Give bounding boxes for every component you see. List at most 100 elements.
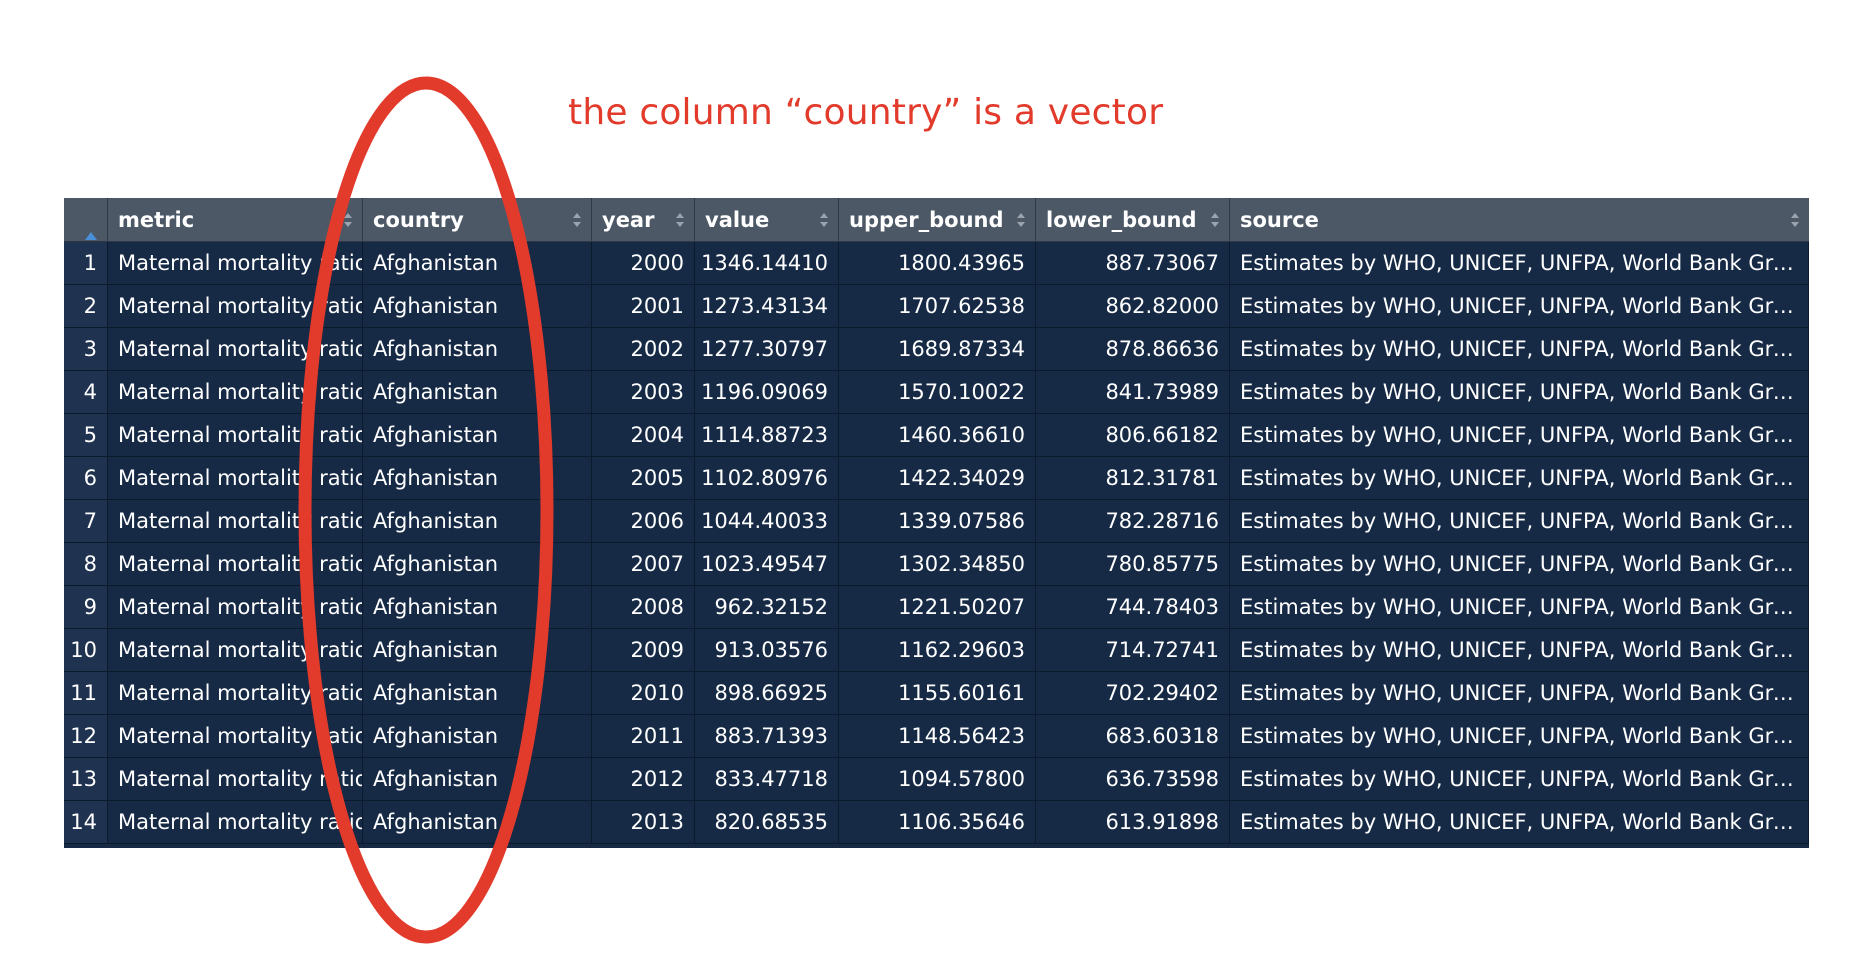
cell-source: Estimates by WHO, UNICEF, UNFPA, World B… (1230, 586, 1809, 628)
table-row[interactable]: 4 Maternal mortality ratio Afghanistan 2003… (64, 371, 1809, 414)
cell-value: 1346.14410 (695, 242, 839, 284)
cell-source: Estimates by WHO, UNICEF, UNFPA, World B… (1230, 242, 1809, 284)
column-header-label: upper_bound (849, 208, 1004, 232)
cell-upper-bound: 1800.43965 (839, 242, 1036, 284)
row-number-cell: 1 (64, 242, 108, 284)
cell-country: Afghanistan (363, 586, 592, 628)
sort-both-icon[interactable] (1016, 210, 1026, 230)
column-header-value[interactable]: value (695, 198, 839, 242)
column-header-metric[interactable]: metric (108, 198, 363, 242)
cell-country: Afghanistan (363, 457, 592, 499)
row-number-cell: 10 (64, 629, 108, 671)
cell-value: 1102.80976 (695, 457, 839, 499)
cell-year: 2004 (592, 414, 695, 456)
row-number-header[interactable] (64, 198, 108, 242)
cell-upper-bound: 1094.57800 (839, 758, 1036, 800)
column-header-label: metric (118, 208, 195, 232)
cell-value: 883.71393 (695, 715, 839, 757)
column-header-source[interactable]: source (1230, 198, 1809, 242)
cell-value: 962.32152 (695, 586, 839, 628)
cell-metric: Maternal mortality ratio (108, 672, 363, 714)
cell-lower-bound: 812.31781 (1036, 457, 1230, 499)
table-row[interactable]: 1 Maternal mortality ratio Afghanistan 2000… (64, 242, 1809, 285)
column-header-label: year (602, 208, 655, 232)
cell-upper-bound: 1339.07586 (839, 500, 1036, 542)
cell-source: Estimates by WHO, UNICEF, UNFPA, World B… (1230, 543, 1809, 585)
column-header-country[interactable]: country (363, 198, 592, 242)
cell-metric: Maternal mortality ratio (108, 328, 363, 370)
cell-country: Afghanistan (363, 715, 592, 757)
cell-country: Afghanistan (363, 328, 592, 370)
cell-lower-bound: 636.73598 (1036, 758, 1230, 800)
cell-source: Estimates by WHO, UNICEF, UNFPA, World B… (1230, 371, 1809, 413)
table-row[interactable]: 13 Maternal mortality ratio Afghanistan 201… (64, 758, 1809, 801)
table-row[interactable]: 6 Maternal mortality ratio Afghanistan 2005… (64, 457, 1809, 500)
cell-metric: Maternal mortality ratio (108, 801, 363, 843)
table-row[interactable]: 9 Maternal mortality ratio Afghanistan 2008… (64, 586, 1809, 629)
cell-metric: Maternal mortality ratio (108, 242, 363, 284)
cell-country: Afghanistan (363, 758, 592, 800)
table-row[interactable]: 2 Maternal mortality ratio Afghanistan 2001… (64, 285, 1809, 328)
cell-country: Afghanistan (363, 242, 592, 284)
cell-metric: Maternal mortality ratio (108, 629, 363, 671)
row-number-cell: 9 (64, 586, 108, 628)
sort-ascending-icon (84, 212, 98, 240)
cell-source: Estimates by WHO, UNICEF, UNFPA, World B… (1230, 801, 1809, 843)
cell-year: 2003 (592, 371, 695, 413)
column-header-label: country (373, 208, 464, 232)
sort-both-icon[interactable] (572, 210, 582, 230)
table-row[interactable]: 12 Maternal mortality ratio Afghanistan 201… (64, 715, 1809, 758)
cell-year: 2000 (592, 242, 695, 284)
cell-country: Afghanistan (363, 371, 592, 413)
sort-both-icon[interactable] (819, 210, 829, 230)
sort-both-icon[interactable] (1210, 210, 1220, 230)
cell-upper-bound: 1221.50207 (839, 586, 1036, 628)
cell-lower-bound: 878.86636 (1036, 328, 1230, 370)
cell-year: 2013 (592, 801, 695, 843)
column-header-lower-bound[interactable]: lower_bound (1036, 198, 1230, 242)
cell-value: 1044.40033 (695, 500, 839, 542)
cell-year: 2010 (592, 672, 695, 714)
cell-upper-bound: 1162.29603 (839, 629, 1036, 671)
cell-year: 2011 (592, 715, 695, 757)
column-header-year[interactable]: year (592, 198, 695, 242)
table-row[interactable]: 10 Maternal mortality ratio Afghanistan 200… (64, 629, 1809, 672)
cell-source: Estimates by WHO, UNICEF, UNFPA, World B… (1230, 629, 1809, 671)
cell-value: 913.03576 (695, 629, 839, 671)
cell-year: 2009 (592, 629, 695, 671)
cell-metric: Maternal mortality ratio (108, 543, 363, 585)
sort-both-icon[interactable] (675, 210, 685, 230)
cell-country: Afghanistan (363, 285, 592, 327)
cell-country: Afghanistan (363, 672, 592, 714)
cell-source: Estimates by WHO, UNICEF, UNFPA, World B… (1230, 328, 1809, 370)
cell-country: Afghanistan (363, 414, 592, 456)
table-header: metric country year value upper_bound lo… (64, 198, 1809, 242)
cell-year: 2005 (592, 457, 695, 499)
cell-upper-bound: 1460.36610 (839, 414, 1036, 456)
cell-upper-bound: 1707.62538 (839, 285, 1036, 327)
cell-country: Afghanistan (363, 543, 592, 585)
sort-both-icon[interactable] (1790, 210, 1800, 230)
cell-lower-bound: 862.82000 (1036, 285, 1230, 327)
table-row[interactable]: 14 Maternal mortality ratio Afghanistan 201… (64, 801, 1809, 844)
cell-country: Afghanistan (363, 629, 592, 671)
table-row[interactable]: 11 Maternal mortality ratio Afghanistan 201… (64, 672, 1809, 715)
table-row[interactable]: 8 Maternal mortality ratio Afghanistan 2007… (64, 543, 1809, 586)
data-viewer-grid: metric country year value upper_bound lo… (64, 198, 1809, 848)
row-number-cell: 3 (64, 328, 108, 370)
cell-country: Afghanistan (363, 801, 592, 843)
sort-both-icon[interactable] (343, 210, 353, 230)
cell-source: Estimates by WHO, UNICEF, UNFPA, World B… (1230, 500, 1809, 542)
table-row[interactable]: 7 Maternal mortality ratio Afghanistan 2006… (64, 500, 1809, 543)
table-row[interactable]: 3 Maternal mortality ratio Afghanistan 2002… (64, 328, 1809, 371)
table-row[interactable]: 5 Maternal mortality ratio Afghanistan 2004… (64, 414, 1809, 457)
cell-year: 2006 (592, 500, 695, 542)
cell-lower-bound: 780.85775 (1036, 543, 1230, 585)
column-header-upper-bound[interactable]: upper_bound (839, 198, 1036, 242)
cell-upper-bound: 1148.56423 (839, 715, 1036, 757)
cell-lower-bound: 887.73067 (1036, 242, 1230, 284)
row-number-cell: 2 (64, 285, 108, 327)
cell-year: 2008 (592, 586, 695, 628)
cell-value: 1277.30797 (695, 328, 839, 370)
cell-upper-bound: 1422.34029 (839, 457, 1036, 499)
